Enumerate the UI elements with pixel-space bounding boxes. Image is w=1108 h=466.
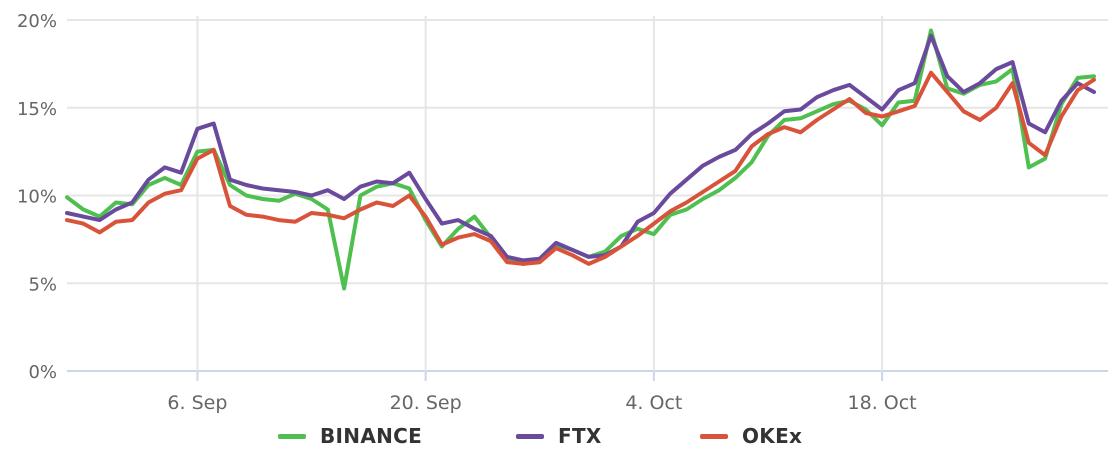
legend-label-okex: OKEx [742, 424, 803, 448]
legend-swatch-ftx [516, 433, 544, 439]
y-axis: 0% 5% 10% 15% 20% [17, 11, 57, 383]
y-tick-label: 20% [17, 11, 57, 32]
chart-area: 0% 5% 10% 15% 20% 6. Sep 20. Sep 4. Oct 18. Oct [17, 11, 1108, 414]
legend-swatch-okex [700, 433, 728, 439]
legend-label-ftx: FTX [558, 424, 602, 448]
x-tick-label: 20. Sep [390, 392, 462, 414]
series-line-okex[interactable] [65, 70, 1096, 266]
legend-swatch-binance [278, 433, 306, 439]
series-line-ftx[interactable] [65, 33, 1096, 263]
x-axis: 6. Sep 20. Sep 4. Oct 18. Oct [167, 371, 917, 414]
y-tick-label: 15% [17, 99, 57, 120]
y-tick-label: 10% [17, 187, 57, 208]
legend: BINANCE FTX OKEx [0, 424, 1108, 454]
series-line-binance[interactable] [65, 28, 1096, 291]
legend-item-binance[interactable]: BINANCE [278, 424, 422, 448]
x-tick-label: 6. Sep [167, 392, 227, 414]
series-lines [65, 28, 1096, 291]
grid [67, 16, 1108, 372]
x-tick-label: 18. Oct [848, 392, 917, 414]
y-tick-label: 5% [28, 274, 57, 295]
legend-label-binance: BINANCE [320, 424, 423, 448]
y-tick-label: 0% [28, 362, 57, 383]
legend-item-ftx[interactable]: FTX [516, 424, 602, 448]
x-tick-label: 4. Oct [625, 392, 682, 414]
legend-item-okex[interactable]: OKEx [700, 424, 802, 448]
